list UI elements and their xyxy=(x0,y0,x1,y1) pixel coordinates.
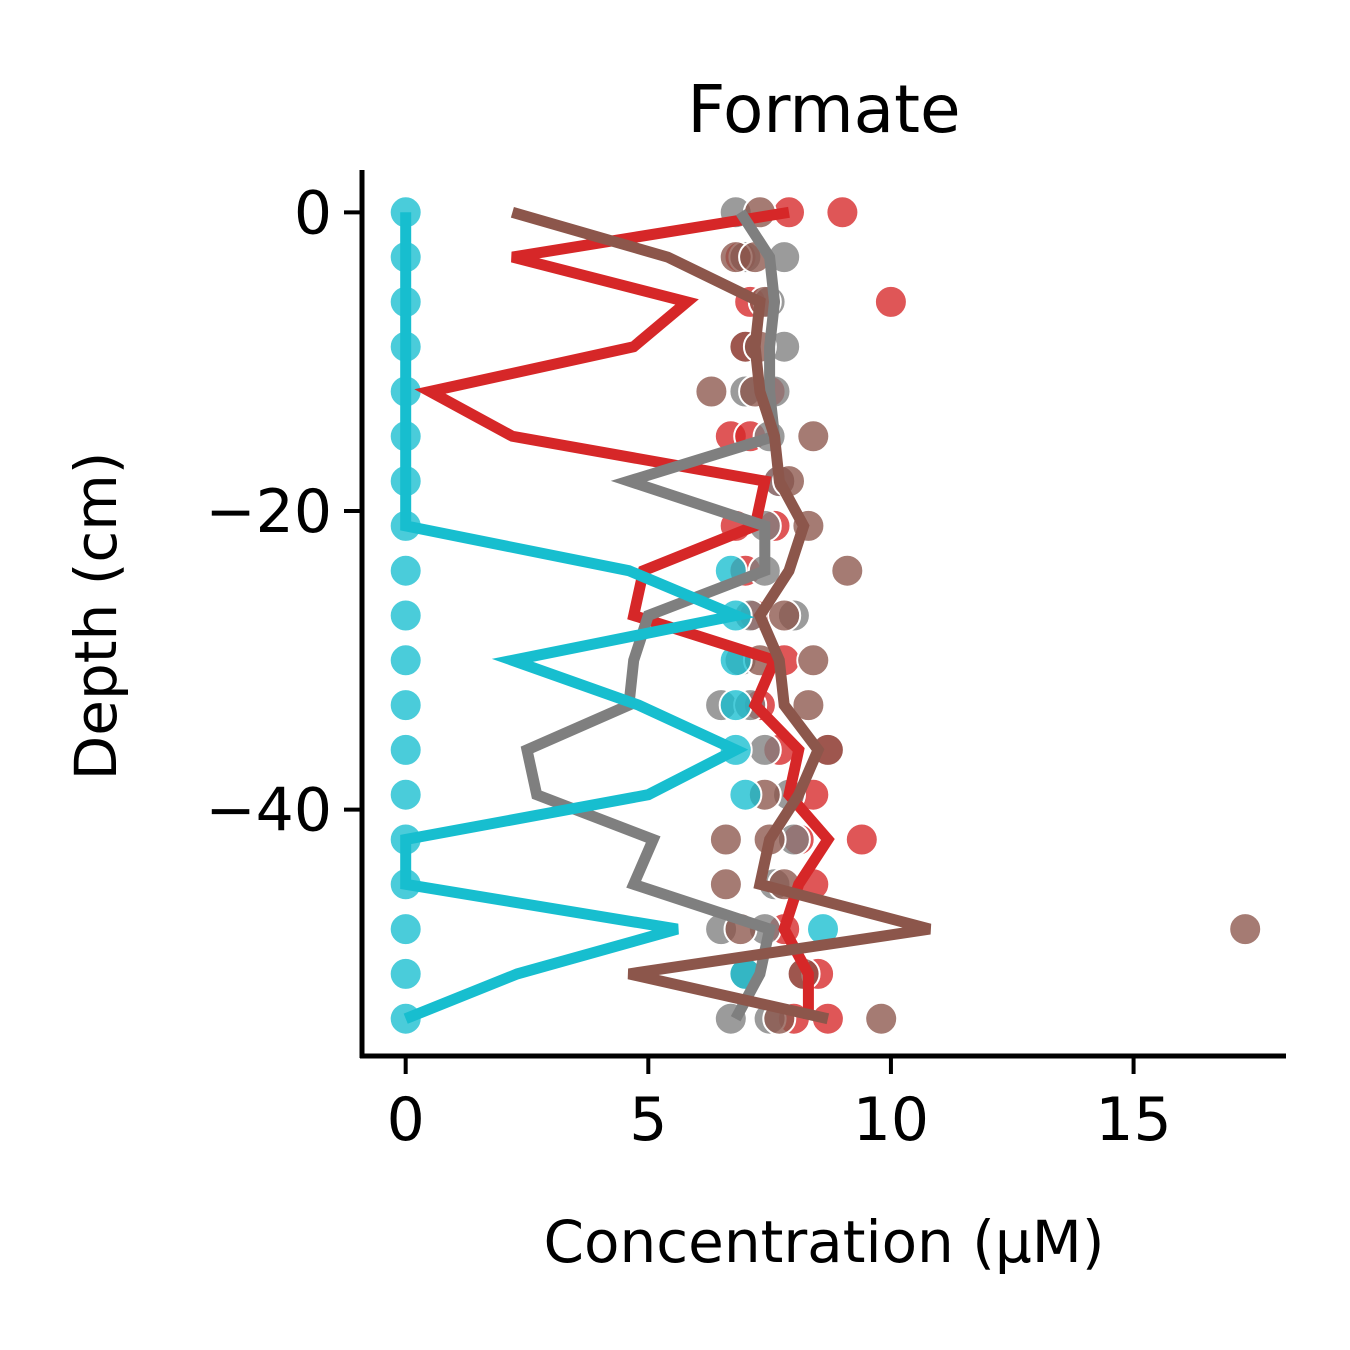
scatter-point-series-3-22 xyxy=(388,912,423,947)
scatter-point-series-3-18 xyxy=(388,777,423,812)
scatter-point-series-2-20 xyxy=(708,867,743,902)
y-tick-label-0: 0 xyxy=(294,178,332,248)
series-line-1 xyxy=(520,209,781,1022)
y-tick-label-2: −40 xyxy=(205,776,332,846)
y-axis-label: Depth (cm) xyxy=(62,452,130,781)
x-axis-label: Concentration (μM) xyxy=(544,1208,1105,1276)
scatter-point-series-2-18 xyxy=(708,822,743,857)
scatter-point-series-2-11 xyxy=(830,553,865,588)
scatter-point-series-3-8 xyxy=(388,553,423,588)
scatter-point-series-3-12 xyxy=(388,643,423,678)
x-tick-label-1: 5 xyxy=(629,1085,667,1155)
series-lines xyxy=(400,206,932,1025)
scatter-point-series-2-25 xyxy=(864,1001,899,1036)
x-tick-label-0: 0 xyxy=(387,1085,425,1155)
series-line-3 xyxy=(400,212,755,1024)
x-tick-label-3: 15 xyxy=(1095,1085,1171,1155)
scatter-point-series-2-12 xyxy=(767,598,802,633)
scatter-point-series-3-15 xyxy=(718,688,753,723)
y-tick-label-1: −20 xyxy=(205,477,332,547)
scatter-point-series-2-6 xyxy=(694,374,729,409)
scatter-point-series-3-19 xyxy=(728,777,763,812)
scatter-points xyxy=(388,195,1263,1036)
scatter-point-series-3-14 xyxy=(388,688,423,723)
scatter-point-series-3-16 xyxy=(388,732,423,767)
scatter-point-series-2-8 xyxy=(796,419,831,454)
scatter-point-series-2-22 xyxy=(1228,912,1263,947)
scatter-point-series-1-16 xyxy=(747,732,782,767)
chart-title: Formate xyxy=(687,71,960,148)
scatter-point-series-0-1 xyxy=(825,195,860,230)
scatter-point-series-3-10 xyxy=(388,598,423,633)
scatter-point-series-2-13 xyxy=(796,643,831,678)
x-tick-label-2: 10 xyxy=(853,1085,929,1155)
scatter-point-series-0-20 xyxy=(844,822,879,857)
axis-ticks: 0 5 10 15 0 −20 −40 xyxy=(205,178,1171,1155)
scatter-point-series-3-24 xyxy=(388,956,423,991)
series-line-0 xyxy=(414,206,835,1019)
scatter-point-series-2-15 xyxy=(791,688,826,723)
scatter-point-series-0-3 xyxy=(873,284,908,319)
series-line-2 xyxy=(510,207,932,1025)
